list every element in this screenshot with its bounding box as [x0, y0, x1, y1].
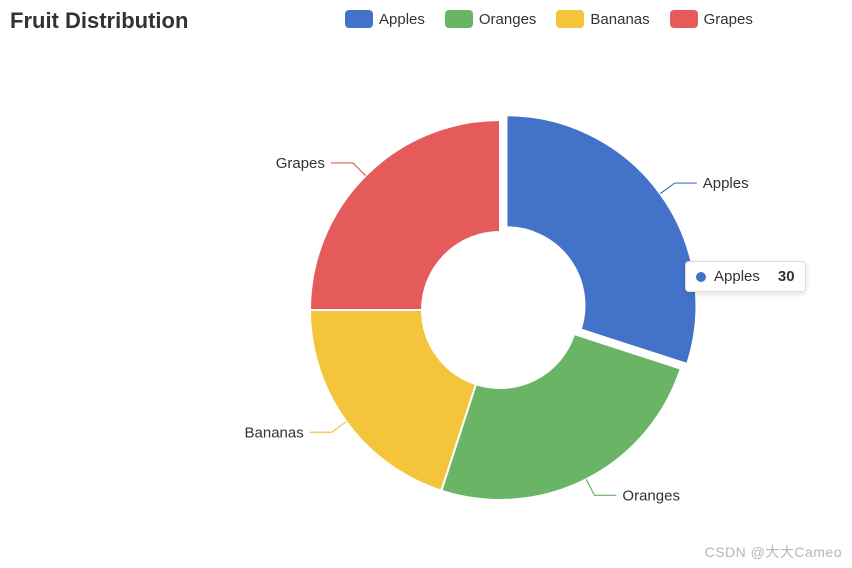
tooltip: Apples 30 — [685, 261, 806, 292]
leader-line — [310, 422, 347, 433]
legend-label: Bananas — [590, 11, 649, 28]
legend-swatch — [345, 10, 373, 28]
legend-item-grapes[interactable]: Grapes — [670, 10, 753, 28]
slice-label: Apples — [703, 175, 749, 192]
slice-oranges[interactable] — [441, 334, 680, 500]
legend-swatch — [670, 10, 698, 28]
tooltip-series-label: Apples — [714, 268, 760, 285]
legend-label: Oranges — [479, 11, 537, 28]
legend: Apples Oranges Bananas Grapes — [345, 10, 753, 28]
tooltip-value: 30 — [778, 268, 795, 285]
tooltip-dot-icon — [696, 272, 706, 282]
legend-swatch — [556, 10, 584, 28]
leader-line — [660, 183, 697, 194]
legend-label: Apples — [379, 11, 425, 28]
legend-swatch — [445, 10, 473, 28]
legend-item-oranges[interactable]: Oranges — [445, 10, 537, 28]
slice-grapes[interactable] — [310, 120, 500, 310]
chart-title: Fruit Distribution — [10, 8, 188, 34]
donut-chart[interactable]: Apples Oranges Bananas Grapes Apples 30 — [180, 60, 820, 560]
slice-apples[interactable] — [506, 115, 696, 364]
donut-svg: Apples Oranges Bananas Grapes — [180, 60, 820, 560]
slice-label: Bananas — [245, 424, 304, 441]
leader-line — [331, 163, 366, 176]
slice-label: Oranges — [622, 487, 680, 504]
legend-item-bananas[interactable]: Bananas — [556, 10, 649, 28]
legend-item-apples[interactable]: Apples — [345, 10, 425, 28]
leader-line — [586, 479, 616, 495]
watermark: CSDN @大大Cameo — [705, 542, 842, 562]
legend-label: Grapes — [704, 11, 753, 28]
slice-label: Grapes — [276, 155, 325, 172]
slice-bananas[interactable] — [310, 310, 476, 491]
